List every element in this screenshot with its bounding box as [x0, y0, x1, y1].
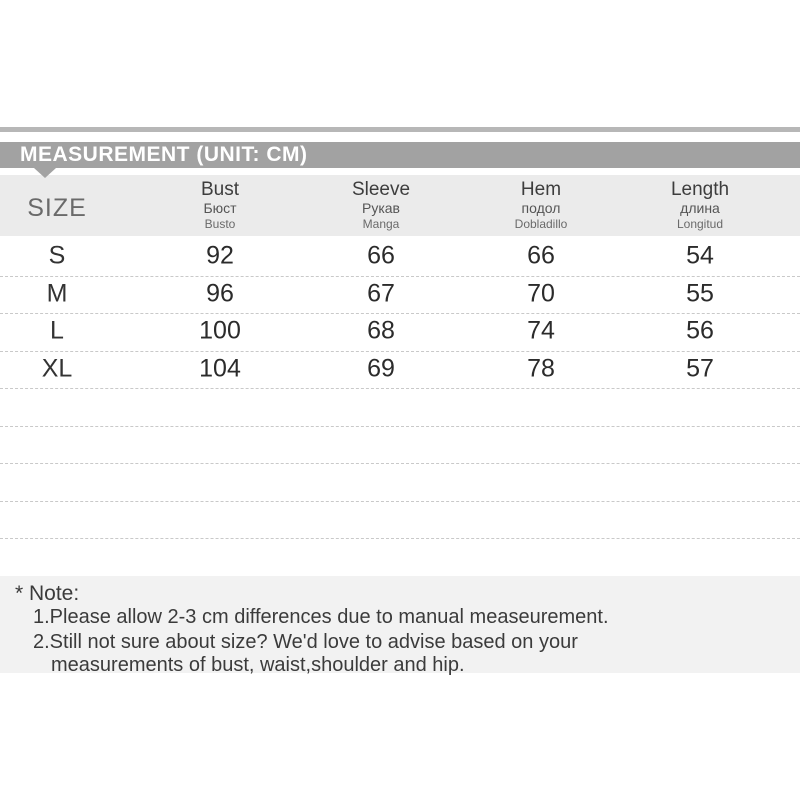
row-size-label: L [50, 316, 64, 345]
cell-length: 57 [686, 354, 714, 383]
cell-hem: 70 [527, 279, 555, 308]
size-table-body: S 92 66 66 54 M 96 67 70 55 L 100 68 74 … [0, 239, 800, 539]
note-section: * Note: 1.Please allow 2-3 cm difference… [0, 576, 800, 676]
table-row-xl: XL 104 69 78 57 [0, 352, 800, 389]
cell-hem: 66 [527, 241, 555, 270]
column-label-en: Sleeve [351, 179, 411, 200]
row-size-label: S [48, 241, 66, 270]
cell-hem: 78 [527, 354, 555, 383]
note-heading: * Note: [15, 582, 80, 605]
cell-sleeve: 66 [367, 241, 395, 270]
empty-table-row [0, 389, 800, 427]
column-label-ru: Бюст [203, 200, 237, 216]
cell-bust: 104 [199, 354, 241, 383]
table-row-m: M 96 67 70 55 [0, 277, 800, 314]
note-line: measurements of bust, waist,shoulder and… [51, 654, 465, 676]
column-header-length: Length длина Longitud [671, 179, 729, 232]
cell-sleeve: 68 [367, 316, 395, 345]
column-label-ru: длина [680, 200, 720, 216]
row-size-label: XL [41, 354, 73, 383]
column-header-sleeve: Sleeve Рукав Manga [352, 179, 410, 232]
column-label-en: Bust [200, 179, 240, 200]
column-label-en: Hem [520, 179, 562, 200]
empty-table-row [0, 427, 800, 464]
cell-sleeve: 69 [367, 354, 395, 383]
title-pointer-triangle-icon [34, 168, 56, 178]
cell-length: 54 [686, 241, 714, 270]
cell-length: 56 [686, 316, 714, 345]
column-header-bust: Bust Бюст Busto [201, 179, 239, 232]
note-line: 1.Please allow 2-3 cm differences due to… [33, 606, 609, 628]
column-header-hem: Hem подол Dobladillo [515, 179, 568, 232]
row-size-label: M [46, 279, 68, 308]
note-line: 2.Still not sure about size? We'd love t… [33, 631, 578, 653]
cell-hem: 74 [527, 316, 555, 345]
column-label-ru: Рукав [361, 200, 400, 216]
column-label-es: Manga [362, 217, 400, 231]
empty-table-row [0, 464, 800, 502]
table-row-l: L 100 68 74 56 [0, 314, 800, 352]
column-label-es: Busto [204, 217, 236, 231]
column-label-en: Length [670, 179, 730, 200]
cell-bust: 92 [206, 241, 234, 270]
cell-sleeve: 67 [367, 279, 395, 308]
column-label-es: Longitud [676, 217, 724, 231]
top-divider-rule [0, 127, 800, 132]
cell-bust: 96 [206, 279, 234, 308]
table-row-s: S 92 66 66 54 [0, 239, 800, 277]
column-label-es: Dobladillo [514, 217, 568, 231]
cell-length: 55 [686, 279, 714, 308]
table-header-band: SIZE Bust Бюст Busto Sleeve Рукав Manga … [0, 175, 800, 236]
column-label-ru: подол [521, 200, 561, 216]
size-column-header: SIZE [27, 194, 87, 222]
measurement-title-bar: MEASUREMENT (UNIT: CM) [0, 142, 800, 168]
cell-bust: 100 [199, 316, 241, 345]
measurement-title: MEASUREMENT (UNIT: CM) [20, 143, 308, 166]
empty-table-row [0, 502, 800, 539]
